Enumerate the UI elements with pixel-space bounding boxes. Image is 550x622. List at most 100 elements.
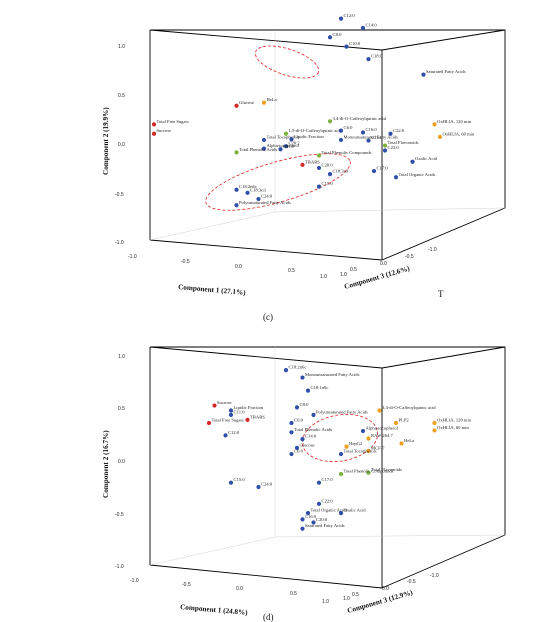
data-point-label: HeLa <box>267 97 277 102</box>
data-point <box>245 417 250 422</box>
panel-d-y-tick: 1.0 <box>118 354 125 360</box>
data-point <box>344 44 349 49</box>
data-point-label: Total Phenolic Compounds <box>344 468 394 473</box>
data-point <box>228 480 234 485</box>
data-point <box>300 375 305 380</box>
data-point-label: C22:0 <box>393 128 405 133</box>
data-point <box>316 153 322 158</box>
data-point <box>338 451 344 457</box>
data-point <box>366 56 371 62</box>
data-point-label: C13:0 <box>371 135 383 140</box>
data-point-label: C8:0 <box>333 32 343 37</box>
data-point <box>316 480 322 485</box>
data-point-label: Monounsaturated Fatty Acids <box>344 134 399 139</box>
data-point <box>256 484 261 490</box>
panel-d-y-ticks: 1.0 0.5 0.0 -0.5 -1.0 <box>115 354 125 570</box>
data-point-label: C6:0 <box>294 449 304 454</box>
data-point <box>300 517 305 522</box>
data-point-label: MCF-7 <box>371 445 385 450</box>
panel-d-z-tick: 0.0 <box>382 586 389 592</box>
data-point <box>366 138 371 143</box>
data-point-label: Sucrose <box>157 128 172 133</box>
data-point-label: Total Phenolic Acids <box>239 147 277 152</box>
panel-d-z-tick: -0.5 <box>407 579 416 585</box>
panel-c: C12:0 C14:0 C8:0 C10:0 C18:0 Saturated Fatty … <box>102 13 506 322</box>
data-point <box>432 122 437 127</box>
data-point <box>382 143 388 148</box>
data-point <box>278 147 283 152</box>
data-point-label: Total Tocopherols <box>267 134 300 139</box>
data-point <box>360 428 366 434</box>
panel-c-y-tick: -1.0 <box>115 240 124 246</box>
panel-c-y-tick: 0.0 <box>118 142 125 148</box>
data-point <box>432 428 437 433</box>
panel-d-y-tick: 0.5 <box>118 406 125 412</box>
data-point <box>388 131 393 136</box>
data-point <box>300 437 305 442</box>
panel-c-z-ticks: 1.0 0.5 0.0 -0.5 -1.0 <box>320 247 437 280</box>
data-point-label: HeLa <box>404 438 414 443</box>
data-point-label: RAW 264.7 <box>371 433 393 438</box>
panel-c-label: (c) <box>263 312 273 322</box>
data-point <box>338 137 344 143</box>
data-point <box>327 172 333 177</box>
data-point <box>289 137 294 142</box>
panel-d-z-tick: 0.5 <box>352 592 359 598</box>
data-point-label: Polyunsaturated Fatty Acids <box>316 409 368 414</box>
panel-c-z-tick: 0.0 <box>380 261 387 267</box>
data-point <box>410 159 415 164</box>
data-point-label: Saturated Fatty Acids <box>426 69 466 74</box>
panel-d-y-axis-title: Component 2 (16.7%) <box>102 430 110 498</box>
data-point <box>421 72 426 77</box>
data-point-label: C12:0 <box>344 13 356 18</box>
panel-d-y-tick: -0.5 <box>115 512 124 518</box>
panel-c-x-tick: 1.0 <box>340 272 347 278</box>
data-point <box>261 146 267 151</box>
data-point-label: Total Organic Acids <box>311 508 348 513</box>
panel-c-box <box>149 29 506 261</box>
data-point-label: OxHLIA, 60 min <box>437 425 469 431</box>
data-point <box>366 436 371 441</box>
data-point-label: C10:0 <box>349 41 361 46</box>
panel-d-ellipse <box>301 414 379 462</box>
data-point <box>228 412 234 417</box>
data-point <box>360 130 366 135</box>
panel-d-y-tick: -1.0 <box>115 564 124 570</box>
panel-d-z-tick: 1.0 <box>322 599 329 605</box>
data-point <box>234 103 239 108</box>
data-point-label: Total Phenolic Acids <box>294 427 332 432</box>
data-point <box>366 448 371 454</box>
data-point-label: Alpha-tocopherol <box>267 143 300 148</box>
data-point-label: C23:0 <box>388 145 400 150</box>
panel-c-y-axis-title: Component 2 (19.9%) <box>102 107 110 175</box>
data-point-label: TBARS <box>250 414 265 419</box>
data-point <box>338 16 344 21</box>
data-point-label: Total Tocopherols <box>344 449 377 454</box>
data-point-label: C17:0 <box>377 166 389 171</box>
data-point <box>234 150 239 155</box>
data-point <box>261 100 267 105</box>
data-point <box>382 148 388 153</box>
data-point <box>228 408 234 413</box>
data-point-label: Total Phenolic Compounds <box>322 150 372 155</box>
panel-d-x-tick: -0.5 <box>182 582 191 588</box>
data-point <box>338 511 344 516</box>
data-point <box>294 405 300 410</box>
data-point-label: Lipidic Fraction <box>294 134 324 139</box>
data-point-label: Monounsaturated Fatty Acids <box>305 372 360 377</box>
panel-c-ellipse-upper <box>254 45 320 79</box>
data-point <box>294 445 300 450</box>
data-point-label: C14:0 <box>366 22 378 27</box>
data-point <box>283 131 289 136</box>
data-point <box>151 131 157 136</box>
data-point <box>371 168 377 174</box>
data-point <box>311 412 316 417</box>
data-point-label: 3,4-di-O-Caffeoylquinic acid <box>333 116 387 122</box>
data-point-label: Saturated Fatty Acids <box>305 523 345 528</box>
data-point <box>234 187 239 192</box>
panel-d-box <box>149 346 506 589</box>
panel-d-x-tick: 1.0 <box>343 596 350 602</box>
data-point <box>151 122 157 127</box>
data-point <box>283 144 289 149</box>
data-point <box>234 203 239 208</box>
